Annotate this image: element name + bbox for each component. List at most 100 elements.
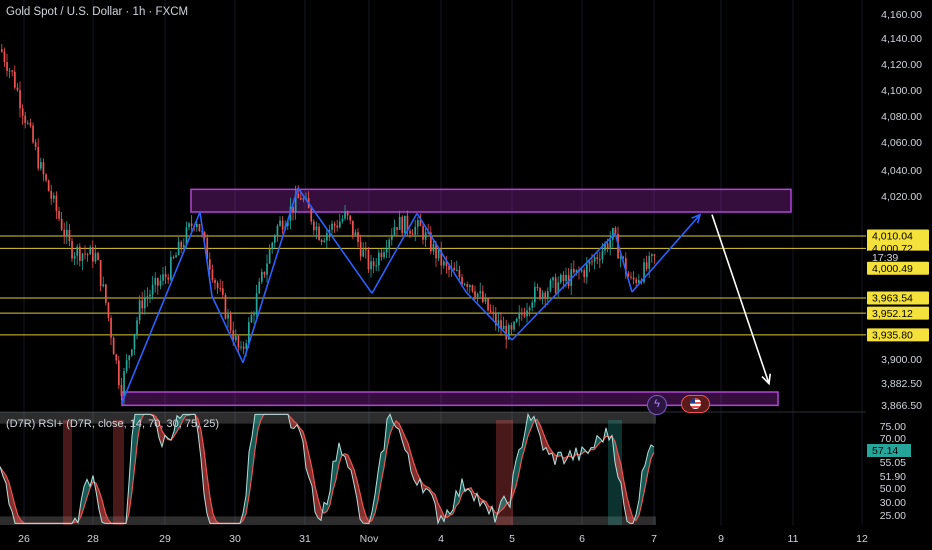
- price-axis-tick: 4,060.00: [881, 137, 922, 149]
- pattern-segment: [416, 212, 467, 293]
- candle-body: [84, 253, 86, 255]
- rsi-axis-tick: 75.00: [880, 421, 906, 433]
- price-tag-label: 3,952.12: [872, 308, 913, 320]
- rsi-fill: [84, 479, 87, 508]
- candle-body: [575, 269, 578, 273]
- candle-body: [479, 291, 482, 294]
- rsi-fill: [402, 429, 405, 450]
- candle-body: [55, 195, 58, 212]
- candle-body: [476, 293, 479, 297]
- candle-body: [297, 193, 300, 199]
- candle-body: [37, 146, 40, 169]
- rsi-signal-bar: [608, 420, 622, 525]
- candle-body: [508, 325, 510, 340]
- candle-body: [203, 232, 206, 238]
- rsi-fill: [417, 472, 420, 486]
- candle-body: [276, 225, 279, 237]
- pattern-segment: [631, 214, 701, 293]
- candle-body: [388, 239, 391, 250]
- candle-body: [539, 288, 541, 299]
- pattern-segment: [511, 232, 616, 341]
- rsi-fill: [207, 474, 210, 524]
- rsi-fill: [252, 414, 255, 475]
- rsi-axis-tick: 25.00: [880, 510, 906, 522]
- candle-body: [370, 261, 372, 270]
- candle-body: [27, 122, 29, 124]
- candle-body: [604, 243, 606, 251]
- flash-icon[interactable]: ϟ: [647, 395, 667, 415]
- candle-body: [53, 195, 55, 199]
- price-axis-tick: 3,882.50: [881, 378, 922, 390]
- candle-body: [424, 232, 427, 240]
- candle-body: [318, 226, 320, 241]
- candle-body: [263, 271, 266, 275]
- candle-body: [333, 223, 336, 226]
- candle-body: [510, 325, 513, 330]
- candle-body: [310, 208, 313, 222]
- candle-body: [349, 215, 352, 221]
- candle-body: [383, 252, 385, 258]
- candle-body: [534, 286, 536, 303]
- rsi-signal-bar: [63, 420, 72, 525]
- candle-body: [172, 256, 175, 258]
- rsi-fill: [12, 493, 15, 524]
- price-axis-tick: 4,040.00: [881, 165, 922, 177]
- price-axis-tick: 4,120.00: [881, 59, 922, 71]
- candle-body: [544, 292, 547, 299]
- candle-body: [492, 311, 495, 314]
- candle-body: [167, 277, 170, 280]
- rsi-fill: [360, 493, 363, 524]
- rsi-indicator-title[interactable]: (D7R) RSI+ (D7R, close, 14, 70, 30, 75, …: [6, 418, 220, 430]
- candle-body: [136, 320, 138, 335]
- candle-body: [448, 265, 450, 270]
- candle-body: [253, 314, 255, 316]
- candle-body: [643, 262, 645, 283]
- candle-body: [68, 229, 71, 241]
- pattern-segment: [371, 212, 418, 294]
- rsi-current-tag-label: 57.14: [872, 445, 898, 457]
- candle-body: [419, 220, 422, 227]
- candle-body: [359, 242, 362, 257]
- rsi-fill: [627, 496, 630, 524]
- price-axis-tick: 3,900.00: [881, 354, 922, 366]
- candle-body: [146, 296, 149, 299]
- candle-body: [63, 229, 66, 237]
- candle-body: [554, 277, 557, 294]
- price-axis-tick: 4,080.00: [881, 111, 922, 123]
- rsi-fill: [309, 454, 312, 486]
- pattern-segment: [211, 295, 244, 364]
- candle-body: [209, 259, 211, 270]
- candle-body: [157, 278, 159, 286]
- candle-body: [560, 274, 562, 283]
- candle-body: [229, 314, 232, 331]
- candle-body: [268, 249, 271, 264]
- candle-body: [266, 263, 268, 275]
- rsi-fill: [294, 421, 297, 429]
- candle-body: [409, 230, 411, 234]
- rsi-axis-tick: 70.00: [880, 433, 906, 445]
- candle-body: [541, 292, 544, 299]
- us-flag-icon[interactable]: [681, 395, 710, 413]
- rsi-fill: [504, 496, 507, 508]
- candle-body: [638, 280, 640, 283]
- candle-body: [141, 300, 144, 309]
- rsi-fill: [456, 490, 459, 507]
- symbol-title[interactable]: Gold Spot / U.S. Dollar · 1h · FXCM: [6, 6, 189, 18]
- candle-body: [24, 115, 27, 124]
- time-axis-tick: Nov: [360, 533, 379, 545]
- candle-body: [248, 322, 250, 344]
- candle-body: [474, 291, 476, 297]
- candle-body: [461, 277, 463, 285]
- pattern-segment: [614, 233, 633, 293]
- candle-body: [336, 225, 339, 228]
- price-tag-label: 3,935.80: [872, 330, 913, 342]
- candle-body: [71, 240, 73, 259]
- candle-body: [471, 285, 474, 292]
- candle-body: [443, 261, 445, 266]
- candle-body: [372, 261, 375, 266]
- candle-body: [432, 243, 435, 252]
- candle-body: [487, 298, 489, 311]
- rsi-axis-tick: 30.00: [880, 497, 906, 509]
